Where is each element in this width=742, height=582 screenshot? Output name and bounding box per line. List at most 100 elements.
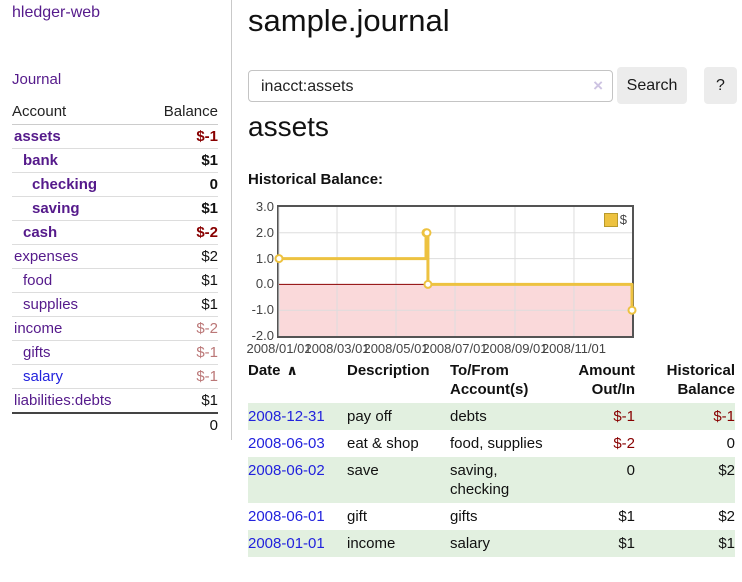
account-row: expenses $2 — [12, 244, 218, 269]
date-link-cell-text[interactable]: 2008-06-03 — [248, 435, 325, 452]
accounts-cell-text: debts — [450, 408, 487, 425]
register-row[interactable]: 2008-06-03 eat & shop food, supplies $-2 0 — [248, 430, 735, 457]
sidebar-journal-link[interactable]: Journal — [12, 71, 62, 88]
account-balance: $1 — [145, 196, 218, 221]
x-tick-label: 2008/11/01 — [541, 341, 607, 356]
account-row: food $1 — [12, 268, 218, 293]
balance-cell-text: $2 — [718, 508, 735, 525]
account-tree-table: Account Balance assets $-1 bank $1 checking 0… — [12, 100, 218, 437]
date-link-cell[interactable]: 2008-01-01 — [248, 530, 347, 557]
search-box: × — [248, 70, 613, 102]
account-row: cash $-2 — [12, 220, 218, 245]
clear-search-icon[interactable]: × — [593, 76, 603, 95]
account-link[interactable]: income — [14, 320, 63, 337]
balance-cell: $1 — [635, 530, 735, 557]
account-link[interactable]: assets — [14, 128, 61, 145]
balance-cell-text: $-1 — [713, 408, 735, 425]
description-cell-text: gift — [347, 508, 368, 525]
register-table: Date ∧ Description To/From Account(s) Amount… — [248, 358, 735, 557]
amount-cell-text: $-2 — [613, 435, 635, 452]
balance-cell: $-1 — [635, 403, 735, 430]
amount-cell-text: $1 — [618, 535, 635, 552]
account-link[interactable]: cash — [23, 224, 58, 241]
date-link-cell[interactable]: 2008-06-01 — [248, 503, 347, 530]
account-link[interactable]: liabilities:debts — [14, 392, 112, 409]
account-link[interactable]: food — [23, 272, 53, 289]
accounts-cell: gifts — [450, 503, 562, 530]
account-row: supplies $1 — [12, 292, 218, 317]
description-cell: pay off — [347, 403, 450, 430]
account-balance: $1 — [145, 292, 218, 317]
description-cell-text: income — [347, 535, 396, 552]
y-tick-label: -2.0 — [251, 328, 274, 343]
account-link[interactable]: gifts — [23, 344, 51, 361]
account-row: gifts $-1 — [12, 340, 218, 365]
description-cell: gift — [347, 503, 450, 530]
register-row[interactable]: 2008-06-02 save saving, checking 0 $2 — [248, 457, 735, 503]
account-link[interactable]: supplies — [23, 296, 79, 313]
description-cell-text: eat & shop — [347, 435, 419, 452]
sidebar: hledger-web Journal Account Balance asse… — [0, 0, 232, 440]
search-input[interactable] — [259, 72, 593, 102]
balance-cell: $2 — [635, 457, 735, 503]
chart-plot-area[interactable]: $ — [274, 205, 637, 338]
accounts-cell: saving, checking — [450, 457, 562, 503]
column-label: Date — [248, 362, 281, 379]
register-column-header-date[interactable]: Date ∧ — [248, 358, 347, 403]
balance-cell-text: $1 — [718, 535, 735, 552]
y-tick-label: 1.0 — [255, 250, 274, 266]
sort-ascending-icon[interactable]: ∧ — [286, 362, 298, 378]
series-swatch-icon — [603, 212, 618, 227]
app-brand-link[interactable]: hledger-web — [12, 4, 101, 21]
y-tick-label: -1.0 — [251, 302, 274, 318]
x-tick-label: 2008/07/01 — [422, 341, 488, 356]
account-balance: $1 — [145, 388, 218, 414]
account-heading: assets — [248, 111, 329, 142]
date-link-cell-text[interactable]: 2008-01-01 — [248, 535, 325, 552]
date-link-cell-text[interactable]: 2008-06-01 — [248, 508, 325, 525]
accounts-cell: salary — [450, 530, 562, 557]
search-button[interactable]: Search — [617, 67, 687, 104]
account-link[interactable]: checking — [32, 176, 98, 193]
account-link[interactable]: bank — [23, 152, 59, 169]
register-column-header-amount-out-in: Amount Out/In — [562, 358, 635, 403]
account-row: assets $-1 — [12, 124, 218, 149]
series-label: $ — [619, 212, 627, 227]
date-link-cell-text[interactable]: 2008-12-31 — [248, 408, 325, 425]
account-link[interactable]: saving — [32, 200, 80, 217]
account-balance: $1 — [145, 268, 218, 293]
account-link[interactable]: expenses — [14, 248, 79, 265]
account-row: checking 0 — [12, 172, 218, 197]
account-link[interactable]: salary — [23, 368, 64, 385]
date-link-cell[interactable]: 2008-06-03 — [248, 430, 347, 457]
x-tick-label: 2008/03/01 — [304, 341, 370, 356]
column-label: Amount Out/In — [578, 362, 635, 398]
register-row[interactable]: 2008-06-01 gift gifts $1 $2 — [248, 503, 735, 530]
data-point-marker — [422, 228, 432, 238]
help-button[interactable]: ? — [704, 67, 737, 104]
date-link-cell-text[interactable]: 2008-06-02 — [248, 462, 325, 479]
account-balance: $-1 — [145, 124, 218, 149]
amount-cell: $1 — [562, 530, 635, 557]
main-content: sample.journal × Search ? assets Histori… — [246, 0, 742, 582]
date-link-cell[interactable]: 2008-06-02 — [248, 457, 347, 503]
chart-legend: $ — [603, 212, 627, 227]
column-label: Description — [347, 362, 430, 379]
column-label: To/From Account(s) — [450, 362, 529, 398]
data-point-marker — [423, 279, 433, 289]
x-tick-label: 2008/09/01 — [482, 341, 548, 356]
register-header-row: Date ∧ Description To/From Account(s) Amount… — [248, 358, 735, 403]
account-row: saving $1 — [12, 196, 218, 221]
balance-cell: $2 — [635, 503, 735, 530]
date-link-cell[interactable]: 2008-12-31 — [248, 403, 347, 430]
register-column-header-to-from-account-s-: To/From Account(s) — [450, 358, 562, 403]
register-column-header-description: Description — [347, 358, 450, 403]
account-column-header: Account — [12, 100, 146, 125]
register-row[interactable]: 2008-12-31 pay off debts $-1 $-1 — [248, 403, 735, 430]
accounts-cell-text: salary — [450, 535, 491, 552]
accounts-cell-text: saving, checking — [450, 462, 510, 498]
balance-cell-text: 0 — [726, 435, 735, 452]
register-row[interactable]: 2008-01-01 income salary $1 $1 — [248, 530, 735, 557]
column-label: Historical Balance — [666, 362, 735, 398]
